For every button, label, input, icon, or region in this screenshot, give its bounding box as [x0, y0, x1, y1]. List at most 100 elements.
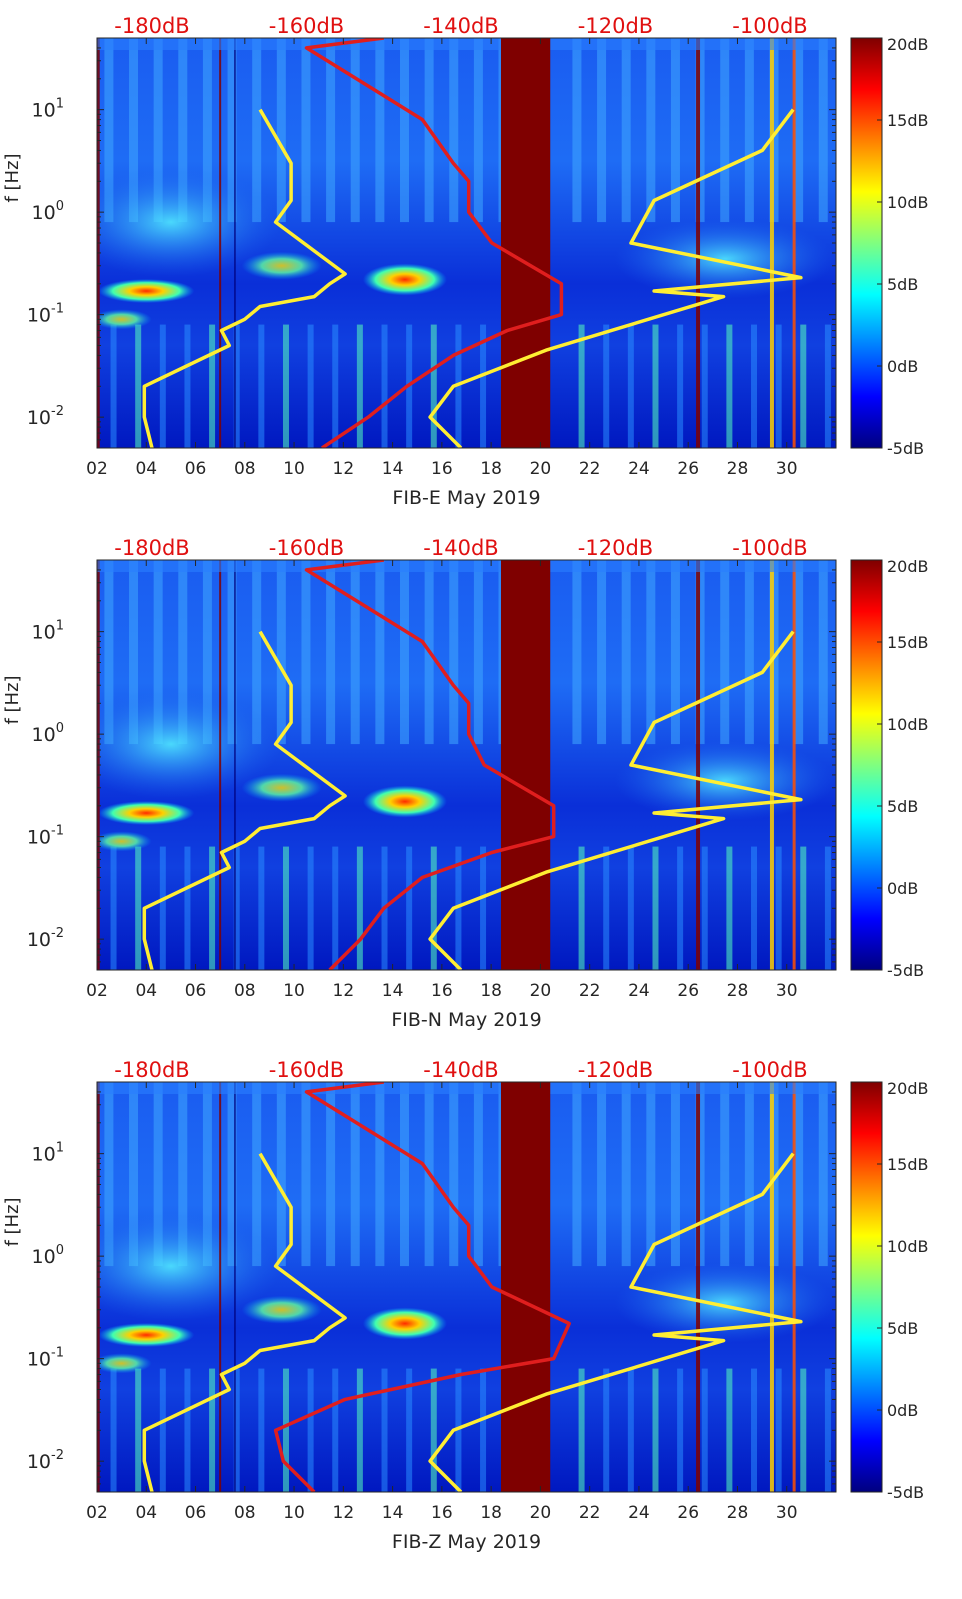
lowfreq-stripe — [652, 846, 659, 970]
top-db-label: -160dB — [269, 536, 344, 560]
x-tick-label: 06 — [185, 1503, 207, 1523]
spectrogram-panel: 02 04 06 08 10 12 14 16 18 20 22 24 26 28 30 10-2 10-1 10… — [2, 536, 929, 1031]
top-db-label: -160dB — [269, 1058, 344, 1082]
day-stripe — [202, 1082, 212, 1267]
lowfreq-stripe — [701, 324, 708, 448]
colorbar-tick-label: 20dB — [887, 35, 929, 54]
day-stripe — [153, 560, 163, 745]
hotspot — [98, 279, 195, 304]
lowfreq-stripe — [282, 846, 289, 970]
high-noise-model-line — [428, 1152, 803, 1492]
day-stripe — [670, 38, 680, 223]
lowfreq-stripe — [751, 1368, 758, 1492]
lowfreq-stripe — [677, 1368, 684, 1492]
day-stripe — [597, 560, 607, 745]
x-tick-label: 12 — [333, 459, 355, 479]
lowfreq-stripe — [751, 324, 758, 448]
top-band — [97, 1082, 836, 1094]
lowfreq-stripe — [110, 324, 117, 448]
lowfreq-stripe — [775, 846, 782, 970]
colorbar-tick-label: 15dB — [887, 1155, 929, 1174]
day-stripe — [794, 38, 804, 223]
warm-region — [97, 1353, 152, 1374]
colorbar-tick-label: 20dB — [887, 557, 929, 576]
x-tick-label: 12 — [333, 1503, 355, 1523]
lowfreq-stripe — [627, 1368, 634, 1492]
data-gap — [500, 560, 551, 970]
day-stripe — [350, 560, 360, 745]
day-stripe — [252, 1082, 262, 1267]
day-stripe — [252, 560, 262, 745]
x-tick-label: 02 — [86, 981, 108, 1001]
psd-line — [304, 38, 564, 448]
lowfreq-stripe — [282, 324, 289, 448]
day-stripe — [350, 38, 360, 223]
warm-region — [241, 251, 322, 280]
lowfreq-stripe — [800, 324, 807, 448]
lowfreq-stripe — [332, 846, 339, 970]
colorbar-tick-label: 10dB — [887, 1237, 929, 1256]
lowfreq-stripe — [307, 846, 314, 970]
day-stripe — [301, 38, 311, 223]
top-db-label: -100dB — [732, 1058, 807, 1082]
top-db-label: -180dB — [114, 536, 189, 560]
lowfreq-stripe — [455, 846, 462, 970]
warm-region — [241, 1295, 322, 1324]
day-stripe — [720, 38, 730, 223]
lowfreq-stripe — [603, 324, 610, 448]
lowfreq-stripe — [307, 1368, 314, 1492]
y-tick-label: 100 — [32, 199, 64, 224]
day-stripe — [276, 560, 286, 745]
lowfreq-stripe — [159, 1368, 166, 1492]
top-db-label: -120dB — [578, 536, 653, 560]
lowfreq-stripe — [406, 1368, 413, 1492]
colorbar — [850, 1081, 883, 1493]
x-axis-label: FIB-E May 2019 — [392, 487, 540, 509]
microseism-band — [615, 1262, 836, 1343]
top-db-label: -140dB — [423, 536, 498, 560]
day-stripe — [670, 1082, 680, 1267]
x-tick-label: 02 — [86, 459, 108, 479]
y-axis-label: f [Hz] — [2, 1197, 23, 1246]
day-stripe — [449, 38, 459, 223]
x-tick-label: 12 — [333, 981, 355, 1001]
hotspot — [362, 263, 447, 296]
lowfreq-stripe — [751, 846, 758, 970]
colorbar-tick-label: 5dB — [887, 275, 918, 294]
lowfreq-stripe — [775, 1368, 782, 1492]
lowfreq-stripe — [209, 846, 216, 970]
day-stripe — [129, 1082, 139, 1267]
low-noise-model-line — [142, 108, 347, 448]
x-tick-label: 20 — [530, 459, 552, 479]
colorbar-tick-label: 0dB — [887, 357, 918, 376]
lowfreq-stripe — [824, 324, 831, 448]
lowfreq-stripe — [282, 1368, 289, 1492]
x-tick-label: 24 — [628, 981, 650, 1001]
lowfreq-stripe — [603, 846, 610, 970]
y-tick-label: 10-1 — [27, 824, 64, 849]
lowfreq-stripe — [307, 324, 314, 448]
lowfreq-stripe — [184, 846, 191, 970]
high-noise-model-line — [428, 108, 803, 448]
lowfreq-stripe — [159, 846, 166, 970]
x-tick-label: 26 — [677, 1503, 699, 1523]
top-db-label: -120dB — [578, 1058, 653, 1082]
warm-region — [97, 309, 152, 330]
top-db-label: -140dB — [423, 14, 498, 38]
day-stripe — [153, 1082, 163, 1267]
lowfreq-stripe — [233, 324, 240, 448]
x-tick-label: 08 — [234, 459, 256, 479]
day-stripe — [301, 1082, 311, 1267]
top-db-label: -100dB — [732, 14, 807, 38]
day-stripe — [449, 1082, 459, 1267]
day-stripe — [399, 1082, 409, 1267]
day-stripe — [695, 1082, 705, 1267]
day-stripe — [744, 1082, 754, 1267]
lowfreq-stripe — [652, 324, 659, 448]
day-stripe — [473, 38, 483, 223]
microseism-band — [615, 740, 836, 821]
day-stripe — [473, 1082, 483, 1267]
lowfreq-stripe — [233, 1368, 240, 1492]
lowfreq-stripe — [726, 846, 733, 970]
lowfreq-stripe — [652, 1368, 659, 1492]
